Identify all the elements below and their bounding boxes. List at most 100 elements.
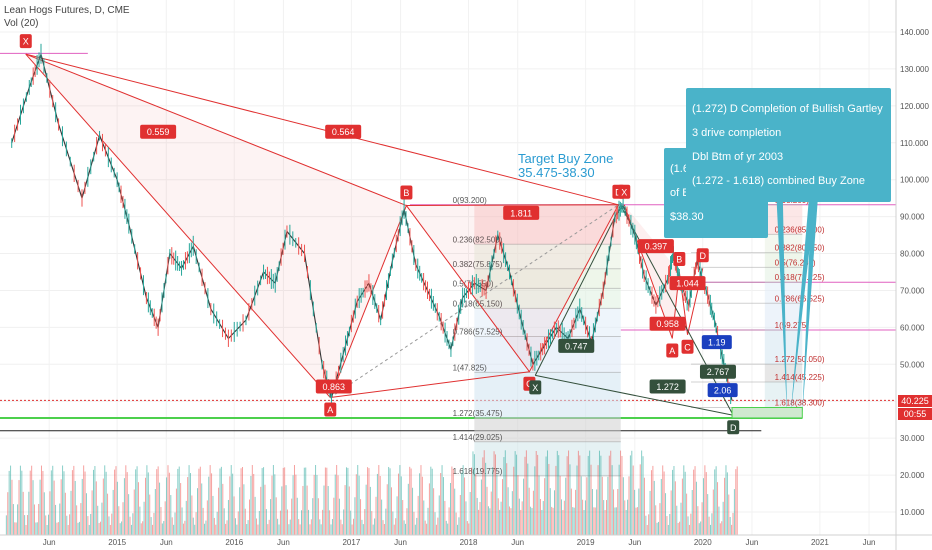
pattern-ratio-label: 0.559 bbox=[140, 124, 177, 139]
volume-bar bbox=[337, 475, 339, 535]
volume-bar bbox=[573, 507, 575, 535]
badge-bg bbox=[666, 343, 679, 358]
volume-bar bbox=[568, 450, 570, 535]
volume-bar bbox=[204, 523, 206, 535]
volume-bar bbox=[667, 524, 669, 535]
callout-line: 3 drive completion bbox=[692, 127, 782, 139]
fib-level-label: 1(59.275) bbox=[775, 321, 810, 330]
volume-bar bbox=[479, 501, 481, 535]
volume-bar bbox=[261, 468, 263, 535]
volume-bar bbox=[565, 477, 567, 535]
volume-bar bbox=[458, 517, 460, 535]
volume-bar bbox=[153, 512, 155, 535]
volume-bar bbox=[442, 477, 444, 535]
volume-bar bbox=[367, 467, 369, 535]
volume-bar bbox=[275, 497, 277, 535]
volume-bar bbox=[382, 520, 384, 535]
badge-text: 0.958 bbox=[656, 319, 679, 329]
volume-bar bbox=[181, 507, 183, 535]
volume-bar bbox=[343, 509, 345, 535]
volume-bar bbox=[600, 455, 602, 535]
volume-bar bbox=[48, 514, 50, 535]
badge-bg bbox=[696, 248, 709, 263]
volume-bar bbox=[629, 455, 631, 535]
volume-bar bbox=[240, 468, 242, 535]
volume-bar bbox=[423, 500, 425, 535]
volume-bar bbox=[116, 481, 118, 535]
volume-bar bbox=[167, 465, 169, 535]
volume-bar bbox=[473, 454, 475, 535]
volume-bar bbox=[230, 465, 232, 535]
volume-bar bbox=[590, 464, 592, 535]
volume-bar bbox=[296, 497, 298, 535]
badge-text: 0.559 bbox=[147, 127, 170, 137]
volume-bar bbox=[112, 489, 114, 535]
volume-bar bbox=[541, 509, 543, 535]
volume-bar bbox=[104, 465, 106, 535]
volume-bar bbox=[412, 487, 414, 535]
volume-bar bbox=[310, 519, 312, 535]
callout-line: (1.272 - 1.618) combined Buy Zone bbox=[692, 175, 866, 187]
bullish-ratio-label: 0.747 bbox=[558, 338, 595, 353]
volume-bar bbox=[548, 463, 550, 535]
x-tick-label: Jun bbox=[43, 538, 56, 547]
badge-text: B bbox=[676, 255, 682, 265]
volume-bar bbox=[631, 450, 633, 535]
volume-bar bbox=[451, 466, 453, 535]
volume-bar bbox=[510, 508, 512, 535]
volume-bar bbox=[388, 466, 390, 535]
volume-bar bbox=[36, 522, 38, 535]
volume-bar bbox=[617, 489, 619, 535]
volume-bar bbox=[118, 506, 120, 535]
volume-bar bbox=[123, 478, 125, 535]
volume-bar bbox=[250, 475, 252, 535]
volume-bar bbox=[555, 465, 557, 535]
volume-bar bbox=[205, 520, 207, 535]
volume-bar bbox=[528, 487, 530, 535]
volume-bar bbox=[441, 465, 443, 535]
badge-text: D bbox=[699, 251, 706, 261]
volume-bar bbox=[447, 523, 449, 535]
volume-bar bbox=[379, 476, 381, 535]
volume-bar bbox=[659, 503, 661, 535]
volume-bar bbox=[309, 524, 311, 535]
volume-bar bbox=[413, 511, 415, 535]
pattern-fill bbox=[25, 54, 407, 398]
volume-bar bbox=[83, 465, 85, 535]
volume-bar bbox=[329, 510, 331, 535]
volume-bar bbox=[532, 490, 534, 535]
volume-bar bbox=[711, 513, 713, 535]
volume-bar bbox=[135, 469, 137, 535]
badge-bg bbox=[400, 185, 413, 200]
volume-bar bbox=[414, 524, 416, 535]
volume-bar bbox=[282, 467, 284, 535]
volume-bar bbox=[579, 455, 581, 535]
volume-bar bbox=[85, 493, 87, 535]
volume-bar bbox=[270, 499, 272, 535]
volume-bar bbox=[212, 495, 214, 535]
volume-bar bbox=[513, 466, 515, 535]
volume-bar bbox=[662, 465, 664, 535]
fib-level-label: 0.382(75.875) bbox=[453, 260, 503, 269]
volume-bar bbox=[597, 465, 599, 535]
volume-bar bbox=[721, 521, 723, 535]
volume-bar bbox=[362, 524, 364, 535]
volume-bar bbox=[315, 465, 317, 535]
volume-bar bbox=[496, 474, 498, 535]
volume-bar bbox=[728, 494, 730, 535]
volume-bar bbox=[537, 454, 539, 535]
volume-bar bbox=[596, 489, 598, 535]
volume-bar bbox=[656, 522, 658, 535]
volume-bar bbox=[330, 524, 332, 535]
volume-bar bbox=[33, 504, 35, 535]
volume-bar bbox=[215, 524, 217, 535]
volume-bar bbox=[466, 521, 468, 535]
volume-bar bbox=[575, 489, 577, 535]
volume-bar bbox=[427, 507, 429, 535]
volume-bar bbox=[128, 494, 130, 535]
volume-bar bbox=[462, 465, 464, 535]
volume-bar bbox=[486, 486, 488, 535]
volume-bar bbox=[15, 522, 17, 535]
volume-bar bbox=[393, 524, 395, 535]
